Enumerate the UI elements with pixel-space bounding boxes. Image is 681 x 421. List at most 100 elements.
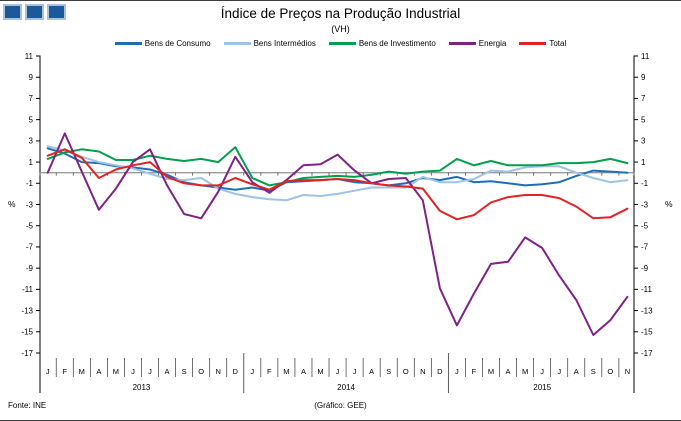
- y-tick-label-left: -1: [26, 179, 34, 188]
- x-month-label: A: [96, 367, 101, 376]
- legend-swatch: [328, 42, 356, 45]
- legend-item: Bens Intermédios: [223, 39, 316, 48]
- x-month-label: N: [215, 367, 220, 376]
- x-month-label: N: [420, 367, 425, 376]
- x-year-label: 2015: [533, 383, 551, 392]
- y-tick-label-left: 11: [25, 52, 34, 61]
- x-month-label: J: [336, 367, 340, 376]
- x-month-label: J: [148, 367, 152, 376]
- x-month-label: F: [472, 367, 477, 376]
- y-tick-label-left: -17: [21, 349, 33, 358]
- legend-label: Bens de Investimento: [358, 39, 436, 48]
- legend-label: Energia: [478, 39, 507, 48]
- legend-item: Bens de Investimento: [328, 39, 436, 48]
- y-tick-label-left: -15: [21, 328, 33, 337]
- x-month-label: M: [113, 367, 119, 376]
- y-axis-title-right: %: [665, 199, 673, 209]
- x-month-label: J: [250, 367, 254, 376]
- y-tick-label-left: 9: [29, 73, 34, 82]
- chart-subtitle: (VH): [331, 24, 350, 34]
- x-month-label: A: [574, 367, 579, 376]
- series-line-total: [46, 148, 629, 221]
- y-tick-label-left: -5: [26, 222, 34, 231]
- y-tick-label-left: 3: [29, 137, 34, 146]
- y-tick-label-right: -13: [641, 306, 653, 315]
- y-tick-label-right: -9: [641, 264, 649, 273]
- y-tick-label-left: -3: [26, 200, 34, 209]
- y-tick-label-left: 1: [29, 158, 34, 167]
- y-tick-label-left: -7: [26, 243, 34, 252]
- y-tick-label-right: -1: [641, 179, 649, 188]
- y-tick-label-right: 7: [641, 94, 646, 103]
- legend-label: Bens Intermédios: [253, 39, 316, 48]
- y-tick-label-right: 1: [641, 158, 646, 167]
- credit-note: (Gráfico: GEE): [314, 401, 367, 410]
- x-month-label: F: [267, 367, 272, 376]
- series-line-bens-de-investimento: [46, 146, 629, 187]
- x-month-label: S: [182, 367, 187, 376]
- y-tick-label-right: 11: [641, 52, 650, 61]
- x-month-label: A: [165, 367, 170, 376]
- chart-title: Índice de Preços na Produção Industrial: [220, 6, 461, 21]
- logo: [3, 4, 66, 20]
- x-month-label: M: [488, 367, 494, 376]
- x-month-label: J: [540, 367, 544, 376]
- x-year-label: 2014: [337, 383, 355, 392]
- x-month-label: M: [522, 367, 528, 376]
- x-month-label: O: [198, 367, 204, 376]
- x-month-label: M: [79, 367, 85, 376]
- x-month-label: D: [437, 367, 443, 376]
- y-tick-label-right: -5: [641, 222, 649, 231]
- x-year-label: 2013: [133, 383, 151, 392]
- x-month-label: F: [62, 367, 67, 376]
- x-month-label: A: [506, 367, 511, 376]
- legend-swatch: [223, 42, 251, 45]
- y-tick-label-left: -9: [26, 264, 34, 273]
- y-tick-label-right: 5: [641, 115, 646, 124]
- y-tick-label-right: -7: [641, 243, 649, 252]
- y-tick-label-right: -11: [641, 285, 653, 294]
- chart-legend: Bens de Consumo Bens Intermédios Bens de…: [0, 39, 681, 48]
- series-line-energia: [46, 132, 629, 336]
- x-month-label: S: [386, 367, 391, 376]
- legend-swatch: [519, 42, 547, 45]
- y-tick-label-right: 3: [641, 137, 646, 146]
- x-month-label: S: [591, 367, 596, 376]
- source-note: Fonte: INE: [8, 401, 47, 410]
- x-month-label: J: [131, 367, 135, 376]
- x-month-label: J: [557, 367, 561, 376]
- legend-swatch: [114, 42, 142, 45]
- series-line-bens-interm-dios: [46, 145, 629, 202]
- y-tick-label-right: -17: [641, 349, 653, 358]
- y-tick-label-right: -3: [641, 200, 649, 209]
- x-month-label: J: [353, 367, 357, 376]
- x-month-label: O: [607, 367, 613, 376]
- logo-square: [3, 4, 22, 20]
- legend-swatch: [448, 42, 476, 45]
- legend-item: Bens de Consumo: [114, 39, 211, 48]
- x-month-label: A: [369, 367, 374, 376]
- legend-label: Total: [549, 39, 567, 48]
- x-month-label: M: [317, 367, 323, 376]
- x-month-label: J: [455, 367, 459, 376]
- x-month-label: D: [233, 367, 239, 376]
- y-tick-label-left: 7: [29, 94, 34, 103]
- legend-label: Bens de Consumo: [144, 39, 211, 48]
- y-tick-label-left: -13: [21, 306, 33, 315]
- logo-square: [47, 4, 66, 20]
- legend-item: Energia: [448, 39, 507, 48]
- y-tick-label-right: 9: [641, 73, 646, 82]
- y-tick-label-left: 5: [29, 115, 34, 124]
- x-month-label: J: [46, 367, 50, 376]
- x-month-label: N: [625, 367, 630, 376]
- y-tick-label-right: -15: [641, 328, 653, 337]
- logo-square: [25, 4, 44, 20]
- y-axis-title-left: %: [8, 199, 16, 209]
- y-tick-label-left: -11: [22, 285, 34, 294]
- x-month-label: A: [301, 367, 306, 376]
- x-month-label: O: [403, 367, 409, 376]
- x-month-label: M: [283, 367, 289, 376]
- legend-item: Total: [519, 39, 566, 48]
